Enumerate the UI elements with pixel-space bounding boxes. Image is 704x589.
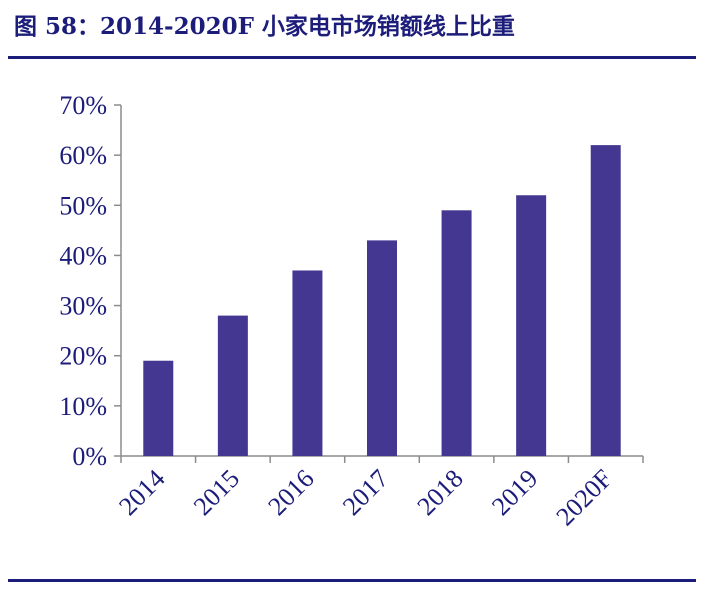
bar-2015 xyxy=(217,315,248,456)
y-axis-ticks: 0% 10% 20% 30% 40% 50% 60% 70% xyxy=(59,91,121,471)
x-tick-label: 2019 xyxy=(486,464,543,521)
figure-title: 图 58：2014-2020F 小家电市场销额线上比重 xyxy=(14,13,515,40)
top-rule xyxy=(8,56,696,59)
bar-2014 xyxy=(143,360,174,456)
y-tick-label: 0% xyxy=(72,442,107,471)
bar-2017 xyxy=(367,240,397,456)
x-axis-ticks: 2014 2015 2016 2017 2018 2019 2020F xyxy=(113,456,644,532)
chart-bars xyxy=(143,145,621,456)
y-tick-label: 50% xyxy=(59,191,107,220)
y-tick-label: 60% xyxy=(59,141,107,170)
x-tick-label: 2020F xyxy=(550,464,618,532)
y-tick-label: 70% xyxy=(59,91,107,120)
bottom-rule xyxy=(8,579,696,582)
x-tick-label: 2016 xyxy=(262,464,319,521)
y-tick-label: 40% xyxy=(59,241,107,270)
x-tick-label: 2015 xyxy=(188,464,245,521)
y-tick-label: 10% xyxy=(59,392,107,421)
bar-2020f xyxy=(590,145,621,456)
bar-2016 xyxy=(292,270,323,456)
y-tick-label: 30% xyxy=(59,292,107,321)
y-tick-label: 20% xyxy=(59,342,107,371)
bar-2019 xyxy=(516,195,547,456)
x-tick-label: 2014 xyxy=(113,464,170,521)
bar-2018 xyxy=(441,210,472,456)
x-tick-label: 2017 xyxy=(337,464,394,521)
x-tick-label: 2018 xyxy=(412,464,469,521)
